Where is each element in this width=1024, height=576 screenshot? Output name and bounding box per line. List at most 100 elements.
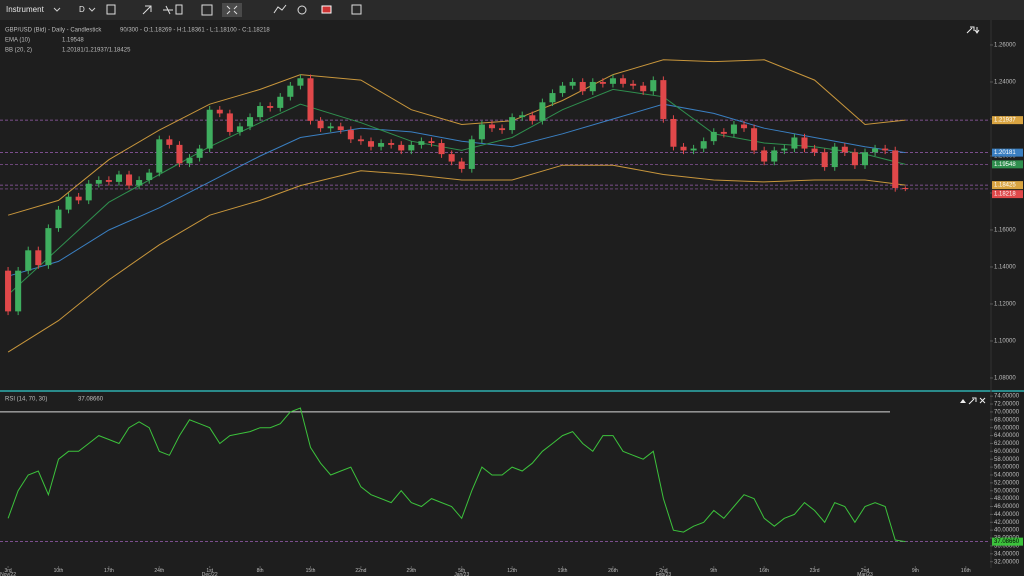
candle-body: [740, 124, 748, 129]
candle-body: [126, 174, 133, 186]
candle-body: [559, 85, 566, 94]
y-tick-label: 68.00000: [994, 417, 1020, 423]
candle-body: [25, 250, 32, 271]
language-button[interactable]: [321, 5, 332, 14]
candle-body: [569, 81, 576, 86]
x-tick-label: 29th: [406, 568, 416, 574]
candle-body: [105, 180, 112, 182]
close-button[interactable]: [979, 397, 986, 404]
crosshair-button[interactable]: [222, 3, 242, 17]
layout-button[interactable]: [201, 4, 213, 16]
candle-body: [307, 78, 314, 121]
candle-body: [761, 150, 768, 162]
x-tick-sublabel: Dec/22: [202, 572, 218, 576]
toolbar: Instrument D: [0, 0, 1024, 20]
x-tick-label: 16th: [759, 568, 769, 574]
candle-body: [710, 131, 717, 142]
candle-body: [841, 146, 848, 153]
price-tag-label: 1.21937: [994, 118, 1016, 124]
candle-body: [620, 78, 627, 84]
candle-body: [660, 80, 667, 119]
move-up-button[interactable]: [960, 399, 966, 403]
candle-body: [488, 124, 495, 129]
instrument-menu[interactable]: Instrument: [6, 5, 45, 14]
y-tick-label: 64.00000: [994, 433, 1020, 439]
trash-button[interactable]: [175, 4, 183, 15]
x-tick-sublabel: Nov/22: [0, 572, 16, 576]
y-tick-label: 34.00000: [994, 551, 1020, 557]
candle-body: [357, 139, 364, 142]
timeframe-menu[interactable]: D: [79, 5, 85, 14]
move-down-button[interactable]: [974, 27, 980, 34]
candle-body: [327, 126, 334, 129]
x-tick-label: 15th: [306, 568, 316, 574]
x-tick-label: 1st: [206, 568, 213, 574]
candle-body: [549, 93, 556, 103]
x-tick-label: 23rd: [810, 568, 820, 574]
y-tick-label: 62.00000: [994, 441, 1020, 447]
y-tick-label: 50.00000: [994, 488, 1020, 494]
candle-body: [519, 115, 526, 118]
candle-body: [196, 148, 203, 158]
candle-body: [428, 141, 435, 144]
price-tag: [992, 148, 1023, 157]
y-tick-label: 1.26000: [994, 43, 1016, 49]
candle-body: [680, 146, 687, 151]
y-tick-label: 52.00000: [994, 480, 1020, 486]
candle-body: [700, 141, 707, 149]
y-tick-label: 72.00000: [994, 402, 1020, 408]
candle-body: [539, 102, 546, 121]
y-tick-label: 60.00000: [994, 449, 1020, 455]
candle-body: [650, 80, 657, 92]
indicator-line: [7, 59, 906, 216]
y-tick-label: 54.00000: [994, 473, 1020, 479]
candle-body: [589, 81, 596, 92]
y-tick-label: 46.00000: [994, 504, 1020, 510]
y-tick-label: 48.00000: [994, 496, 1020, 502]
candle-body: [75, 196, 82, 201]
ohlc-readout: 90/300 - O:1.18269 - H:1.18361 - L:1.181…: [120, 28, 270, 34]
candle-body: [781, 148, 788, 151]
dropdown-arrow: [53, 7, 61, 12]
price-tag-label: 37.08660: [994, 539, 1020, 545]
candle-body: [892, 150, 899, 188]
y-tick-label: 58.00000: [994, 457, 1020, 463]
trend-button[interactable]: [273, 4, 287, 14]
price-tag: [992, 190, 1023, 199]
candle-body: [35, 250, 42, 266]
candle-body: [499, 128, 506, 131]
candle-body: [55, 209, 62, 229]
chart-title: GBP/USD (Bid) - Daily - Candlestick: [5, 28, 102, 34]
indicator-button[interactable]: [163, 5, 173, 15]
candle-body: [851, 152, 858, 166]
draw-button[interactable]: [142, 5, 152, 15]
candle-body: [730, 124, 737, 134]
y-tick-label: 66.00000: [994, 425, 1020, 431]
candle-body: [226, 113, 233, 132]
candle-body: [115, 174, 122, 182]
toolbar-icons: [106, 3, 362, 17]
x-tick-label: 10th: [54, 568, 64, 574]
y-tick-label: 44.00000: [994, 512, 1020, 518]
candle-body: [136, 180, 143, 186]
settings-button[interactable]: [297, 5, 307, 15]
price-tag: [992, 181, 1023, 190]
candle-body: [206, 109, 213, 149]
candle-body: [811, 148, 818, 153]
price-tag: [992, 537, 1023, 546]
x-tick-label: 26th: [608, 568, 618, 574]
chart-type-button[interactable]: [106, 4, 116, 15]
candle-body: [156, 139, 163, 173]
window-button[interactable]: [351, 4, 362, 15]
maximize-button[interactable]: [968, 397, 977, 405]
candle-body: [670, 118, 677, 147]
candle-body: [95, 180, 102, 184]
candle-body: [246, 117, 254, 127]
y-tick-label: 32.00000: [994, 559, 1020, 565]
maximize-button[interactable]: [966, 26, 975, 34]
x-tick-label: 2nd: [659, 568, 668, 574]
candle-body: [277, 96, 284, 108]
indicator-name: RSI (14, 70, 30): [5, 397, 47, 403]
candle-body: [882, 148, 889, 151]
